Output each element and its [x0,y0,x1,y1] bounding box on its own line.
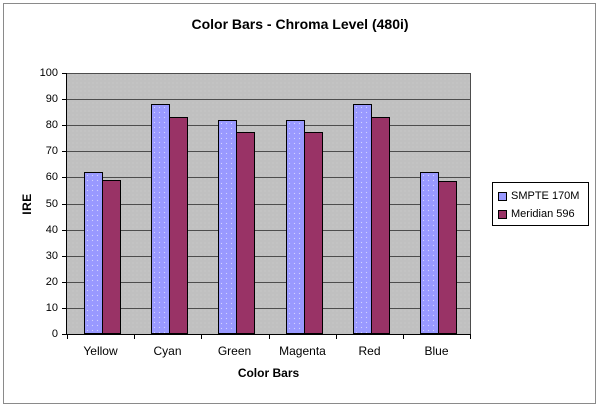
bar-smpte-170m-cyan [151,104,170,334]
y-tick [62,99,66,100]
gridline [67,282,471,283]
bar-smpte-170m-red [353,104,372,334]
x-category-label: Magenta [279,344,326,358]
plot-area-right-border [470,73,471,334]
chart-title: Color Bars - Chroma Level (480i) [191,16,409,32]
plot-area [67,73,470,334]
legend: SMPTE 170M Meridian 596 [492,182,589,226]
gridline [67,73,471,74]
legend-marker [498,209,507,219]
gridline [67,308,471,309]
x-tick [403,335,404,339]
y-tick [62,334,66,335]
y-tick-label: 60 [45,171,58,183]
y-tick [62,256,66,257]
legend-marker [498,191,507,201]
y-tick-label: 80 [45,119,58,131]
y-tick-label: 40 [45,224,58,236]
bar-smpte-170m-magenta [286,120,305,334]
legend-label: SMPTE 170M [511,189,580,202]
x-category-label: Cyan [153,344,182,358]
x-category-label: Green [217,344,252,358]
y-tick [62,282,66,283]
y-tick-label: 50 [45,198,58,210]
legend-label: Meridian 596 [511,207,575,220]
x-axis-line [66,334,471,335]
x-category-label: Blue [424,344,449,358]
bar-meridian-596-green [236,132,255,334]
gridline [67,256,471,257]
y-tick-label: 100 [39,67,58,79]
y-tick [62,177,66,178]
y-tick [62,230,66,231]
x-category-label: Yellow [83,344,118,358]
x-tick [269,335,270,339]
y-tick-label: 90 [45,93,58,105]
bar-smpte-170m-yellow [84,172,103,334]
legend-item: Meridian 596 [493,205,588,223]
x-tick [134,335,135,339]
y-tick-label: 30 [45,250,58,262]
y-tick [62,73,66,74]
y-tick [62,125,66,126]
bar-smpte-170m-green [218,120,237,334]
gridline [67,99,471,100]
bar-smpte-170m-blue [420,172,439,334]
y-tick-label: 70 [45,145,58,157]
gridline [67,125,471,126]
gridline [67,177,471,178]
x-category-label: Red [358,344,381,358]
gridline [67,230,471,231]
legend-item: SMPTE 170M [493,187,588,205]
y-tick [62,308,66,309]
x-axis-title: Color Bars [237,366,300,380]
y-tick-label: 10 [45,302,58,314]
x-tick [470,335,471,339]
y-tick-label: 0 [51,328,58,340]
y-tick-label: 20 [45,276,58,288]
bar-meridian-596-yellow [102,180,121,334]
x-tick [201,335,202,339]
y-axis-line [66,73,67,335]
bar-meridian-596-red [371,117,390,334]
bar-meridian-596-blue [438,181,457,334]
bar-meridian-596-cyan [169,117,188,334]
gridline [67,151,471,152]
y-tick [62,204,66,205]
chart-frame [3,3,596,404]
bars-layer [67,73,470,334]
x-tick [336,335,337,339]
y-axis-title: IRE [19,193,34,215]
gridline [67,204,471,205]
bar-meridian-596-magenta [304,132,323,334]
y-tick [62,151,66,152]
x-tick [67,335,68,339]
